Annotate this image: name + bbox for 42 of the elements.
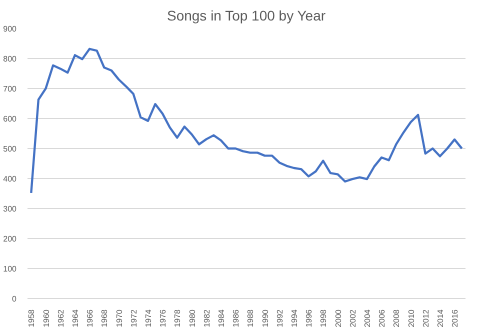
x-tick-label: 2006 [378, 308, 387, 328]
x-tick-label: 2000 [334, 308, 343, 328]
y-tick-label: 100 [3, 264, 18, 274]
y-tick-label: 200 [3, 234, 18, 244]
x-tick-label: 1980 [188, 308, 197, 328]
x-tick-label: 1966 [86, 308, 95, 328]
x-tick-label: 1998 [319, 308, 328, 328]
x-tick-label: 2010 [406, 308, 416, 328]
y-tick-label: 500 [3, 144, 18, 154]
x-tick-label: 1990 [260, 308, 270, 328]
y-tick-label: 400 [3, 174, 18, 184]
x-tick-label: 1994 [290, 308, 299, 328]
x-tick-label: 2008 [392, 308, 402, 328]
x-tick-label: 1974 [144, 308, 153, 328]
x-tick-label: 2012 [421, 308, 430, 328]
x-tick-label: 1982 [202, 308, 212, 328]
x-tick-label: 2016 [450, 308, 460, 328]
y-tick-label: 300 [3, 204, 18, 214]
x-tick-label: 2002 [348, 308, 358, 328]
y-tick-label: 600 [3, 114, 18, 124]
x-tick-label: 2004 [362, 308, 372, 328]
x-tick-label: 1986 [232, 308, 241, 328]
line-series [30, 48, 463, 194]
y-tick-label: 900 [3, 24, 18, 34]
x-tick-label: 1958 [27, 308, 36, 328]
x-tick-label: 1978 [173, 308, 182, 328]
chart-title: Songs in Top 100 by Year [166, 8, 326, 24]
x-tick-label: 1988 [246, 308, 256, 328]
x-tick-label: 1972 [129, 308, 138, 328]
x-tick-label: 2014 [436, 308, 445, 328]
x-tick-label: 1984 [216, 308, 226, 328]
x-tick-label: 1962 [56, 308, 66, 328]
y-tick-label: 700 [3, 84, 18, 94]
x-tick-label: 1964 [70, 308, 80, 328]
x-tick-label: 1992 [275, 308, 284, 328]
x-tick-label: 1968 [100, 308, 110, 328]
y-tick-label: 0 [12, 294, 18, 304]
x-tick-label: 1970 [114, 308, 124, 328]
x-tick-label: 1960 [42, 308, 51, 328]
x-tick-label: 1976 [158, 308, 168, 328]
x-tick-label: 1996 [304, 308, 314, 328]
y-tick-label: 800 [3, 54, 18, 64]
